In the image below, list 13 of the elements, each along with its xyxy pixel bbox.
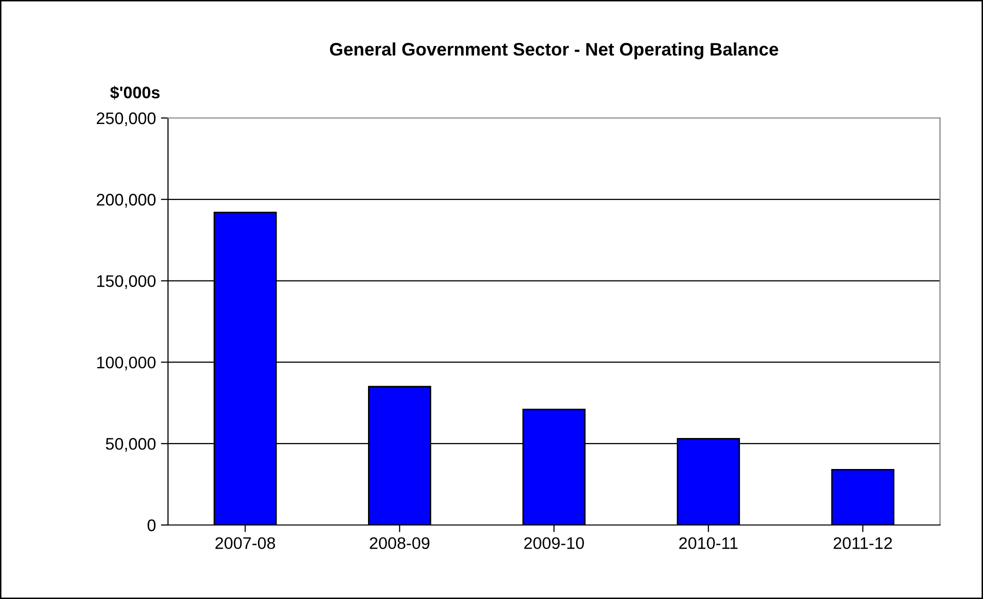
chart-title: General Government Sector - Net Operating Balance <box>330 42 778 60</box>
y-axis-title: $'000s <box>110 86 160 100</box>
y-tick-label: 150,000 <box>97 275 156 289</box>
x-tick-label: 2010-11 <box>679 537 738 550</box>
x-tick-label: 2009-10 <box>524 537 584 550</box>
y-tick-label: 200,000 <box>96 194 156 208</box>
x-tick-label: 2011-12 <box>834 537 892 550</box>
x-tick-label: 2008-09 <box>370 537 430 550</box>
y-tick-label: 50,000 <box>106 438 156 452</box>
x-tick-label: 2007-08 <box>215 537 276 550</box>
y-tick-label: 250,000 <box>96 112 156 126</box>
y-tick-label: 100,000 <box>97 356 156 370</box>
y-tick-label: 0 <box>148 519 156 532</box>
